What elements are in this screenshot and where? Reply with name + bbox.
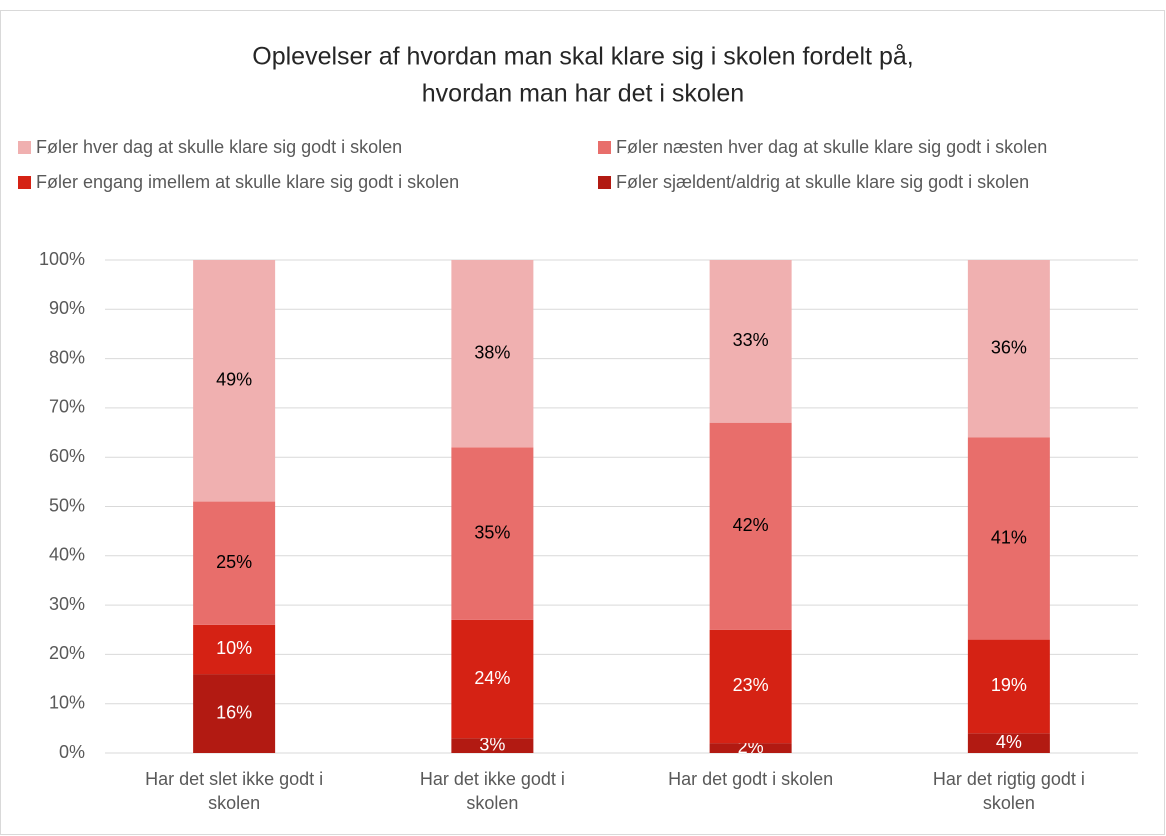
data-label: 19% [991,675,1027,695]
y-tick-label: 70% [49,397,85,417]
legend-swatch [18,141,31,154]
x-tick-label: Har det ikke godt i skolen [419,769,565,813]
y-tick-label: 50% [49,495,85,515]
data-label: 35% [474,522,510,542]
data-label: 10% [216,638,252,658]
data-label: 38% [474,342,510,362]
legend-swatch [598,176,611,189]
x-tick-label: Har det slet ikke godt i skolen [145,769,324,813]
bar-segment [967,437,1050,640]
chart-title: Oplevelser af hvordan man skal klare sig… [252,43,913,71]
data-label: 16% [216,702,252,722]
data-label: 49% [216,370,252,390]
data-label: 33% [733,330,769,350]
y-tick-label: 10% [49,692,85,712]
data-label: 24% [474,668,510,688]
legend-label: Føler næsten hver dag at skulle klare si… [616,137,1047,157]
y-tick-label: 90% [49,298,85,318]
bar-segment [451,619,534,739]
x-tick-label: Har det godt i skolen [668,769,834,789]
y-tick-label: 100% [39,249,85,269]
y-tick-label: 40% [49,545,85,565]
bar-segment [451,738,534,753]
y-tick-label: 20% [49,643,85,663]
legend-swatch [598,141,611,154]
y-tick-label: 80% [49,347,85,367]
bar-segment [709,743,792,753]
data-label: 41% [991,527,1027,547]
bar-segment [193,501,276,625]
legend-label: Føler sjældent/aldrig at skulle klare si… [616,172,1029,192]
legend-swatch [18,176,31,189]
bar-segment [967,260,1050,438]
bar-segment [193,624,276,675]
legend-label: Føler engang imellem at skulle klare sig… [36,172,459,192]
bar-segment [193,674,276,753]
bar-segment [193,260,276,502]
x-tick-label: Har det rigtig godt i skolen [932,769,1085,813]
data-label: 3% [479,734,505,754]
bar-segment [967,733,1050,753]
legend-label: Føler hver dag at skulle klare sig godt … [36,137,402,157]
data-label: 42% [733,515,769,535]
data-label: 36% [991,337,1027,357]
y-tick-label: 0% [59,742,85,762]
y-tick-label: 60% [49,446,85,466]
data-label: 4% [996,732,1022,752]
bar-segment [451,260,534,448]
bar-segment [709,629,792,744]
bar-segment [709,260,792,423]
chart-title: hvordan man har det i skolen [422,80,744,108]
bar-segment [451,447,534,620]
bar-segment [967,639,1050,734]
data-label: 23% [733,675,769,695]
bar-segment [709,422,792,630]
data-label: 25% [216,552,252,572]
y-tick-label: 30% [49,594,85,614]
